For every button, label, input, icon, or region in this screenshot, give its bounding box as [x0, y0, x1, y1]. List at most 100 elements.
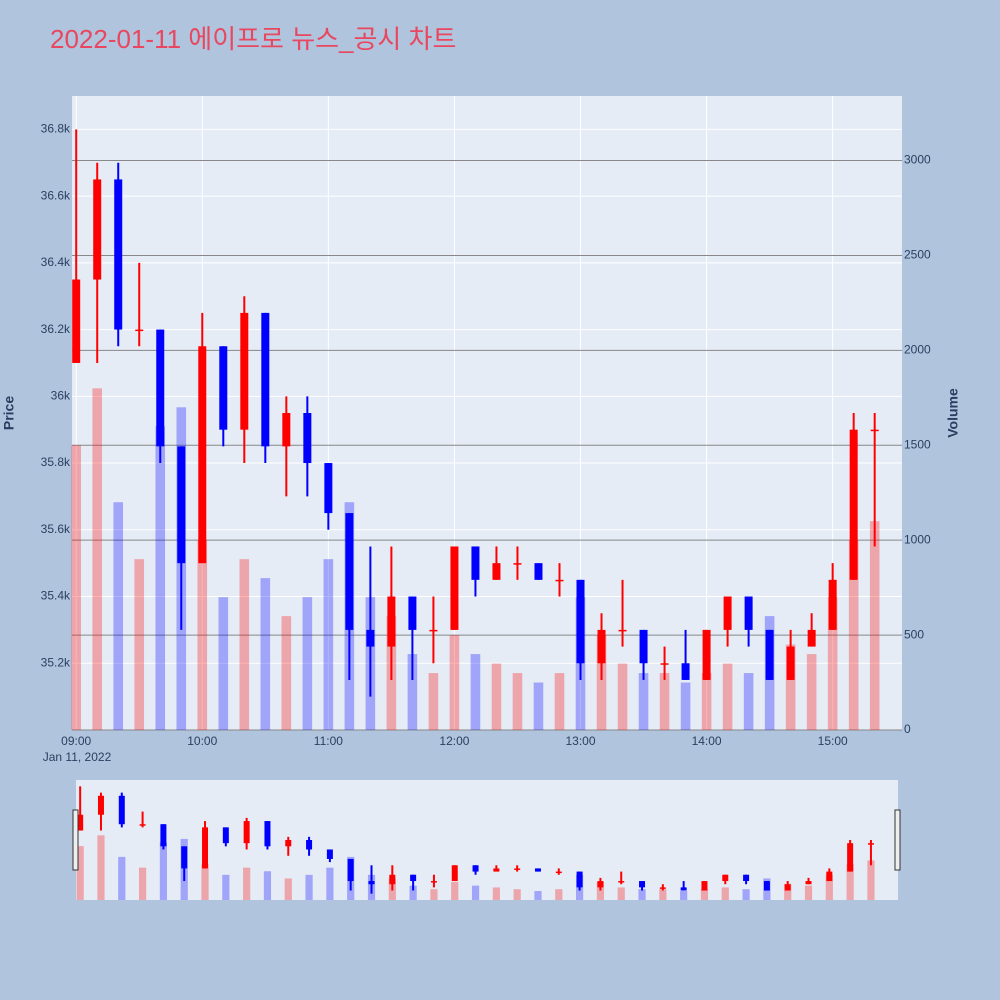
candle-body-mini: [867, 843, 874, 845]
candle-body-mini: [222, 827, 229, 844]
x-tick-label: 12:00: [439, 734, 469, 748]
volume-bar: [491, 663, 502, 730]
volume-bar-mini: [659, 889, 667, 900]
volume-bar: [407, 654, 418, 730]
volume-bar-mini: [284, 878, 292, 900]
candle-body: [135, 329, 144, 332]
candle-body-mini: [160, 824, 167, 847]
volume-bar-mini: [471, 885, 480, 900]
volume-bar: [533, 682, 544, 730]
volume-bar: [680, 682, 691, 730]
volume-bar-mini: [784, 883, 792, 900]
candle-body: [744, 596, 753, 630]
volume-bar-mini: [867, 860, 875, 900]
candle-body: [366, 629, 375, 647]
volume-bar-mini: [825, 874, 833, 900]
volume-bar-mini: [97, 835, 105, 900]
candle-body: [282, 413, 291, 447]
candle-body-mini: [97, 795, 104, 815]
x-tick-label: 13:00: [565, 734, 595, 748]
volume-bar-mini: [243, 867, 251, 900]
volume-bar-mini: [700, 889, 709, 900]
volume-bar: [596, 635, 607, 730]
y-tick-label: 35.2k: [41, 655, 71, 669]
volume-bar: [806, 654, 817, 730]
x-tick-label: 09:00: [61, 734, 91, 748]
y-tick-label: 36.6k: [41, 188, 71, 202]
volume-bar: [722, 663, 733, 730]
volume-bar-mini: [430, 889, 438, 900]
volume-bar-mini: [534, 891, 542, 900]
x-sublabel: Jan 11, 2022: [43, 750, 112, 764]
x-tick-label: 15:00: [818, 734, 848, 748]
y2-axis-title: Volume: [945, 388, 961, 438]
volume-bar-mini: [742, 889, 750, 900]
y2-tick-label: 3000: [904, 153, 931, 167]
candle-body-mini: [597, 881, 604, 888]
slider-handle[interactable]: [894, 809, 901, 871]
candle-body: [849, 429, 858, 580]
volume-bar-mini: [451, 882, 459, 900]
candle-body-mini: [451, 865, 458, 882]
volume-bar: [869, 521, 880, 730]
candle-body: [786, 646, 795, 680]
candle-body-mini: [576, 871, 583, 888]
y-tick-label: 36.4k: [41, 255, 71, 269]
volume-bar: [743, 673, 754, 730]
candle-body-mini: [202, 827, 209, 869]
volume-bar: [554, 673, 565, 730]
volume-bar: [449, 635, 460, 730]
volume-bar: [785, 644, 796, 730]
volume-bar: [323, 559, 334, 730]
volume-bar-mini: [118, 856, 126, 900]
candle-body: [303, 413, 312, 464]
volume-bar-mini: [326, 867, 334, 900]
volume-bar: [218, 597, 229, 730]
range-slider[interactable]: [76, 780, 898, 900]
candle-body: [597, 629, 606, 664]
candle-body: [345, 513, 354, 630]
candle-body-mini: [389, 874, 396, 885]
candle-body-mini: [847, 843, 854, 872]
slider-handle[interactable]: [72, 809, 79, 871]
volume-bar-mini: [596, 882, 605, 900]
volume-bar-mini: [138, 867, 147, 900]
plot-area: [72, 96, 902, 730]
volume-bar-mini: [721, 887, 729, 900]
volume-bar: [281, 616, 292, 730]
candle-body-mini: [430, 881, 437, 883]
volume-bar: [302, 597, 313, 730]
candle-body: [639, 629, 648, 664]
candle-body: [219, 346, 228, 430]
candle-body: [177, 446, 186, 564]
volume-bar: [113, 502, 124, 730]
candle-body-mini: [514, 868, 521, 870]
y-axis-title: Price: [1, 396, 17, 430]
candle-body-mini: [784, 884, 791, 891]
volume-bar: [659, 673, 670, 730]
candle-body-mini: [534, 868, 541, 872]
candle-body: [555, 579, 564, 582]
volume-bar-mini: [409, 885, 417, 900]
y-tick-label: 35.4k: [41, 589, 71, 603]
x-tick-label: 14:00: [692, 734, 722, 748]
y-tick-label: 36.8k: [41, 122, 71, 136]
candle-body: [723, 596, 732, 630]
candle-body-mini: [743, 874, 750, 882]
candle-body: [807, 629, 816, 647]
candle-body: [576, 579, 585, 664]
volume-bar: [701, 673, 712, 730]
volume-bar: [617, 663, 628, 730]
candle-body-mini: [368, 881, 375, 885]
volume-bar-mini: [555, 889, 563, 900]
candle-body-mini: [618, 881, 625, 883]
x-tick-label: 10:00: [187, 734, 217, 748]
x-tick-label: 11:00: [314, 734, 343, 748]
y2-tick-label: 500: [904, 627, 924, 641]
volume-bar-mini: [222, 874, 230, 900]
volume-bar-mini: [492, 887, 500, 900]
candle-body-mini: [826, 871, 833, 882]
candle-body-mini: [659, 887, 666, 889]
candle-body-mini: [306, 840, 313, 850]
candle-body: [261, 312, 270, 447]
